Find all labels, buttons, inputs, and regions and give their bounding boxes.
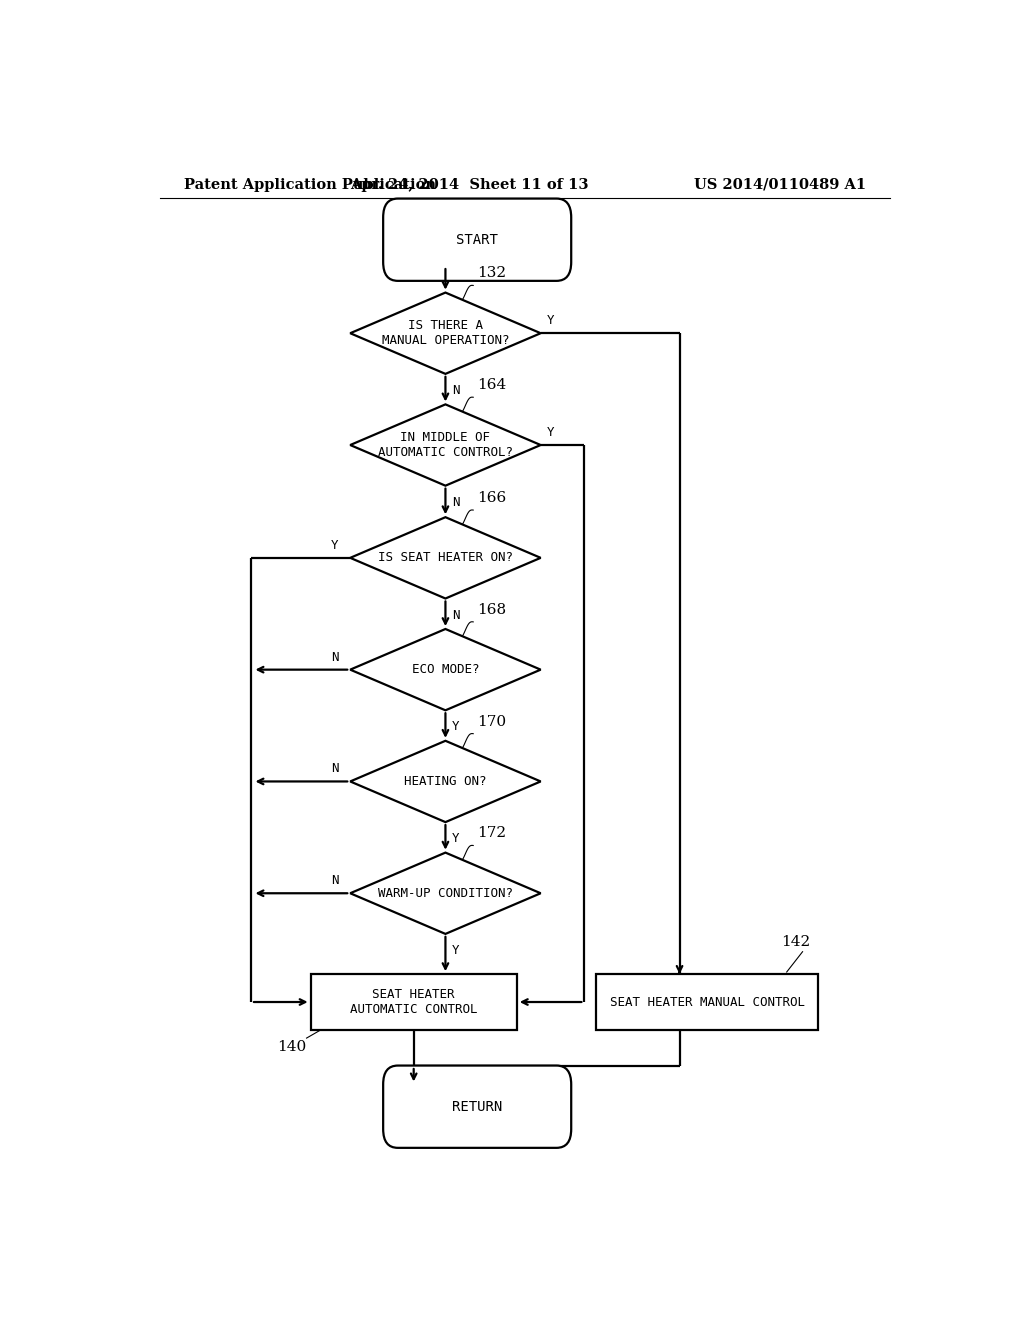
Text: HEATING ON?: HEATING ON?: [404, 775, 486, 788]
Text: 168: 168: [477, 603, 506, 616]
Polygon shape: [350, 517, 541, 598]
Text: Y: Y: [331, 539, 338, 552]
Text: SEAT HEATER MANUAL CONTROL: SEAT HEATER MANUAL CONTROL: [610, 995, 805, 1008]
Text: N: N: [331, 763, 338, 775]
Text: 142: 142: [781, 935, 811, 949]
Polygon shape: [350, 404, 541, 486]
Text: 132: 132: [477, 267, 506, 280]
FancyBboxPatch shape: [383, 1065, 571, 1148]
Text: 164: 164: [477, 378, 507, 392]
Text: Y: Y: [547, 314, 555, 327]
Text: N: N: [331, 651, 338, 664]
Text: Y: Y: [547, 426, 555, 440]
Bar: [596, 974, 818, 1030]
Text: FIG. 11: FIG. 11: [440, 207, 514, 226]
Text: START: START: [457, 232, 498, 247]
Text: N: N: [331, 874, 338, 887]
Text: N: N: [452, 609, 460, 622]
Text: ECO MODE?: ECO MODE?: [412, 663, 479, 676]
Text: SEAT HEATER
AUTOMATIC CONTROL: SEAT HEATER AUTOMATIC CONTROL: [350, 987, 477, 1016]
Polygon shape: [350, 853, 541, 935]
Text: 140: 140: [278, 1040, 306, 1055]
Text: N: N: [452, 496, 460, 508]
Text: Patent Application Publication: Patent Application Publication: [183, 178, 435, 191]
Text: US 2014/0110489 A1: US 2014/0110489 A1: [694, 178, 866, 191]
Text: 170: 170: [477, 714, 506, 729]
FancyBboxPatch shape: [383, 198, 571, 281]
Text: Apr. 24, 2014  Sheet 11 of 13: Apr. 24, 2014 Sheet 11 of 13: [350, 178, 589, 191]
Text: IN MIDDLE OF
AUTOMATIC CONTROL?: IN MIDDLE OF AUTOMATIC CONTROL?: [378, 432, 513, 459]
Text: 166: 166: [477, 491, 507, 506]
Text: Y: Y: [452, 833, 460, 845]
Polygon shape: [350, 741, 541, 822]
Text: IS THERE A
MANUAL OPERATION?: IS THERE A MANUAL OPERATION?: [382, 319, 509, 347]
Text: IS SEAT HEATER ON?: IS SEAT HEATER ON?: [378, 552, 513, 565]
Text: N: N: [452, 384, 460, 397]
Text: Y: Y: [452, 944, 460, 957]
Text: Y: Y: [452, 721, 460, 734]
Text: WARM-UP CONDITION?: WARM-UP CONDITION?: [378, 887, 513, 900]
Text: 172: 172: [477, 826, 506, 841]
Bar: [310, 974, 517, 1030]
Text: RETURN: RETURN: [452, 1100, 503, 1114]
Polygon shape: [350, 630, 541, 710]
Polygon shape: [350, 293, 541, 374]
